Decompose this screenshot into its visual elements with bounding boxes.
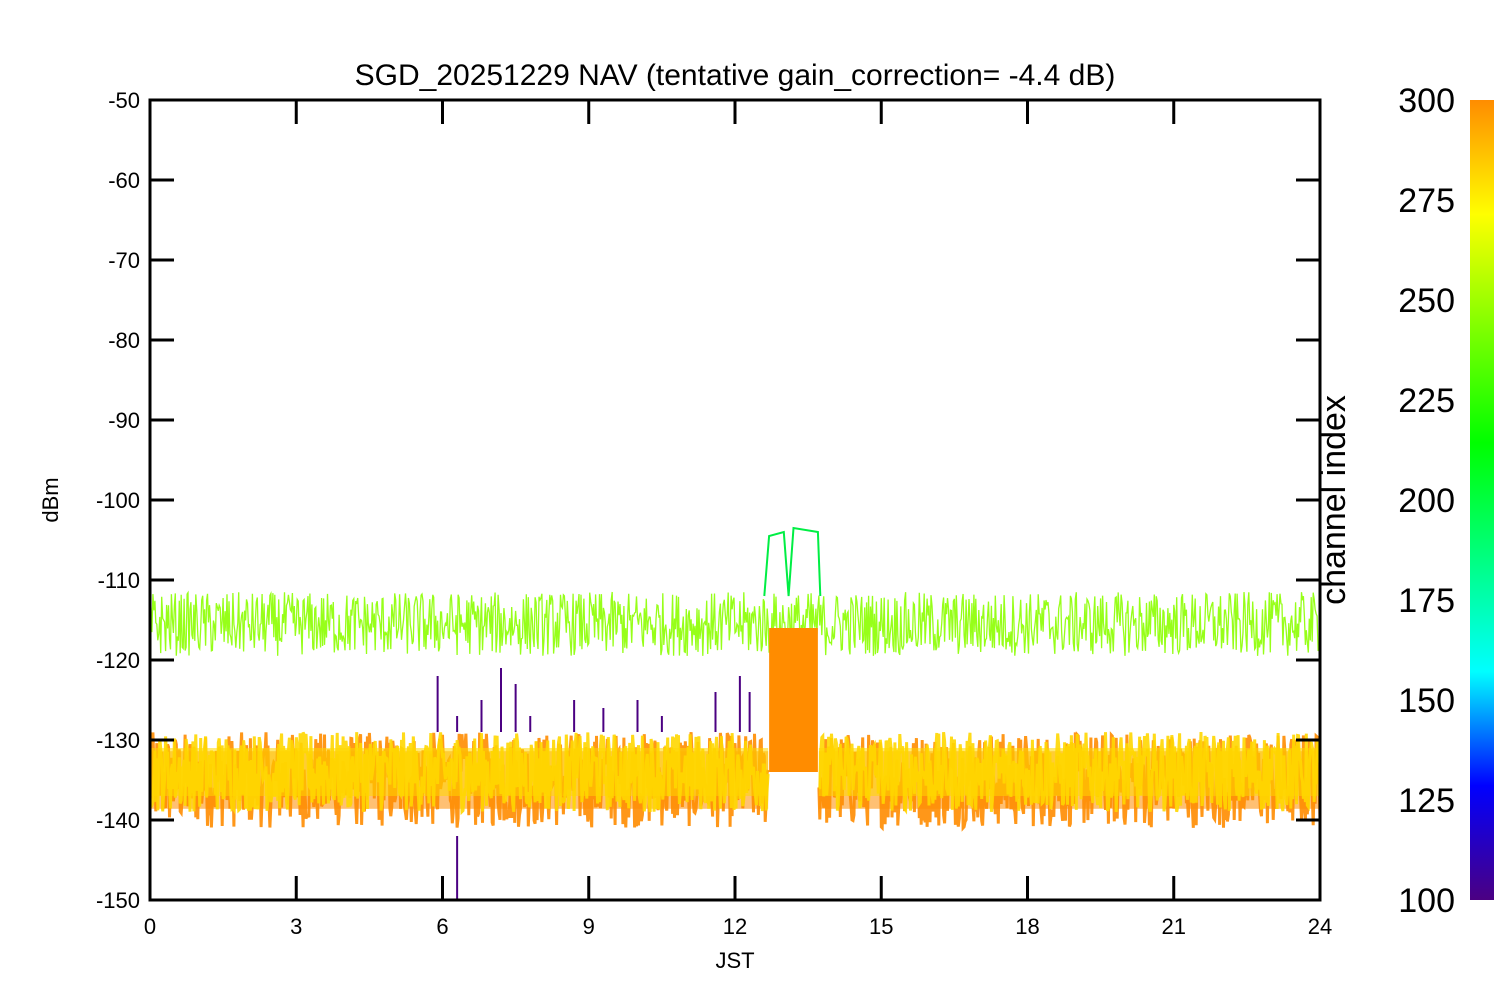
y-tick-label: -80 bbox=[108, 328, 140, 353]
colorbar-tick-label: 225 bbox=[1398, 382, 1455, 420]
burst-block bbox=[769, 628, 818, 772]
y-tick-label: -50 bbox=[108, 88, 140, 113]
y-tick-label: -90 bbox=[108, 408, 140, 433]
y-tick-label: -100 bbox=[96, 488, 140, 513]
colorbar-tick-label: 150 bbox=[1398, 682, 1455, 720]
x-tick-label: 12 bbox=[723, 914, 747, 939]
chart-title: SGD_20251229 NAV (tentative gain_correct… bbox=[355, 59, 1116, 92]
colorbar-tick-label: 125 bbox=[1398, 782, 1455, 820]
colorbar: 300 275 250 225 200 175 150 125 100 bbox=[1398, 82, 1494, 920]
y-tick-label: -150 bbox=[96, 888, 140, 913]
traces-layer bbox=[148, 526, 1322, 900]
x-tick-label: 9 bbox=[583, 914, 595, 939]
y-tick-label: -70 bbox=[108, 248, 140, 273]
series-line bbox=[149, 590, 1321, 656]
y-axis-label: dBm bbox=[38, 477, 63, 522]
colorbar-gradient bbox=[1470, 100, 1494, 900]
y-tick-label: -130 bbox=[96, 728, 140, 753]
x-tick-label: 21 bbox=[1162, 914, 1186, 939]
x-tick-label: 6 bbox=[436, 914, 448, 939]
y-tick-label: -120 bbox=[96, 648, 140, 673]
series-trace-4 bbox=[769, 628, 818, 772]
x-tick-label: 0 bbox=[144, 914, 156, 939]
colorbar-tick-label: 200 bbox=[1398, 482, 1455, 520]
dense-band-right bbox=[818, 748, 1320, 796]
x-tick-label: 24 bbox=[1308, 914, 1332, 939]
series-trace-1 bbox=[149, 731, 1322, 816]
colorbar-tick-label: 175 bbox=[1398, 582, 1455, 620]
series-trace-3 bbox=[763, 526, 822, 597]
y-axis: -50 -60 -70 -80 -90 -100 -110 -120 -130 -140 -150 bbox=[96, 88, 1320, 913]
x-tick-label: 15 bbox=[869, 914, 893, 939]
y-tick-label: -60 bbox=[108, 168, 140, 193]
x-tick-label: 18 bbox=[1015, 914, 1039, 939]
colorbar-tick-label: 275 bbox=[1398, 182, 1455, 220]
series-trace-2 bbox=[149, 590, 1321, 656]
dense-band-left bbox=[150, 748, 769, 796]
colorbar-tick-label: 100 bbox=[1398, 882, 1455, 920]
colorbar-label: channel index bbox=[1315, 395, 1353, 605]
purple-spikes bbox=[436, 668, 751, 900]
x-tick-label: 3 bbox=[290, 914, 302, 939]
colorbar-tick-label: 300 bbox=[1398, 82, 1455, 120]
burst-line bbox=[763, 526, 822, 597]
colorbar-tick-label: 250 bbox=[1398, 282, 1455, 320]
y-tick-label: -110 bbox=[98, 568, 140, 593]
x-axis: 0 3 6 9 12 15 18 21 24 bbox=[144, 100, 1332, 939]
x-axis-label: JST bbox=[715, 948, 754, 973]
y-tick-label: -140 bbox=[96, 808, 140, 833]
